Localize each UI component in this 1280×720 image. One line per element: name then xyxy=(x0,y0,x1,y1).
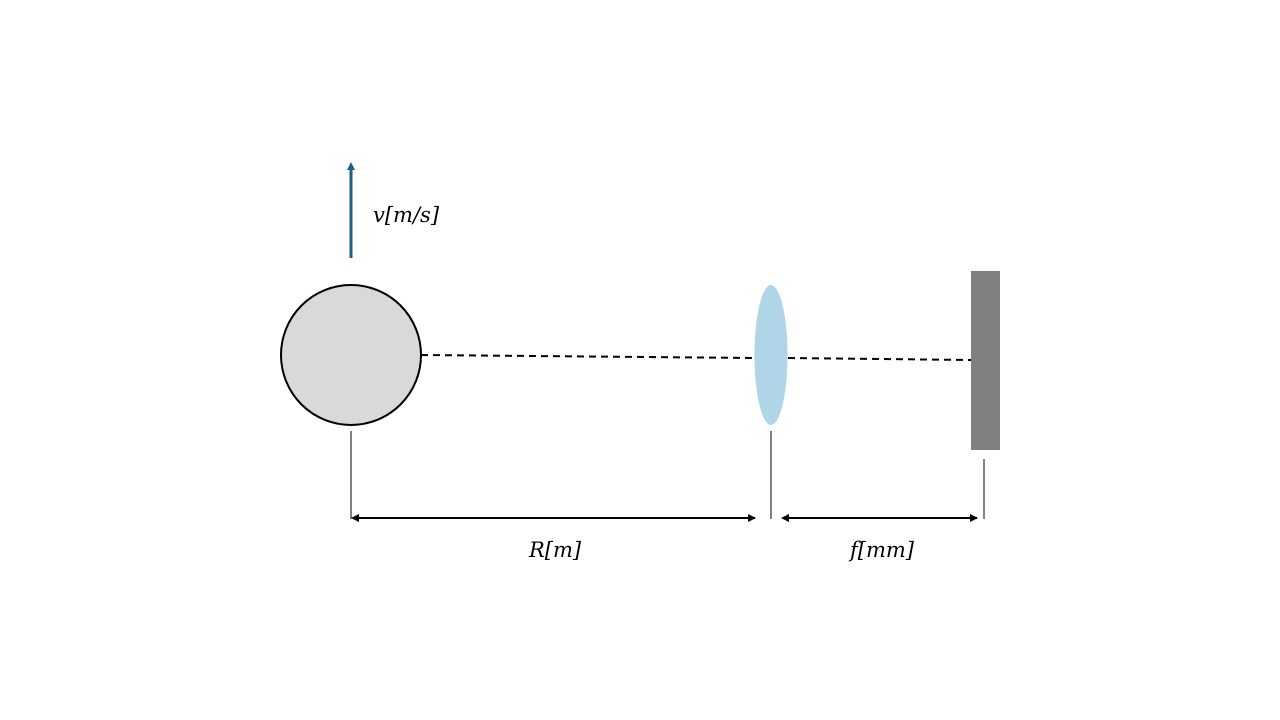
image-sensor xyxy=(971,271,1000,450)
distance-label: R[m] xyxy=(528,538,582,562)
focal-length-label: f[mm] xyxy=(848,538,915,562)
optical-axis-object-to-lens xyxy=(420,354,757,359)
lens-ellipse xyxy=(754,285,788,425)
moving-object-circle xyxy=(280,284,422,426)
optical-axis-lens-to-sensor xyxy=(787,357,972,361)
velocity-label: v[m/s] xyxy=(373,203,440,227)
